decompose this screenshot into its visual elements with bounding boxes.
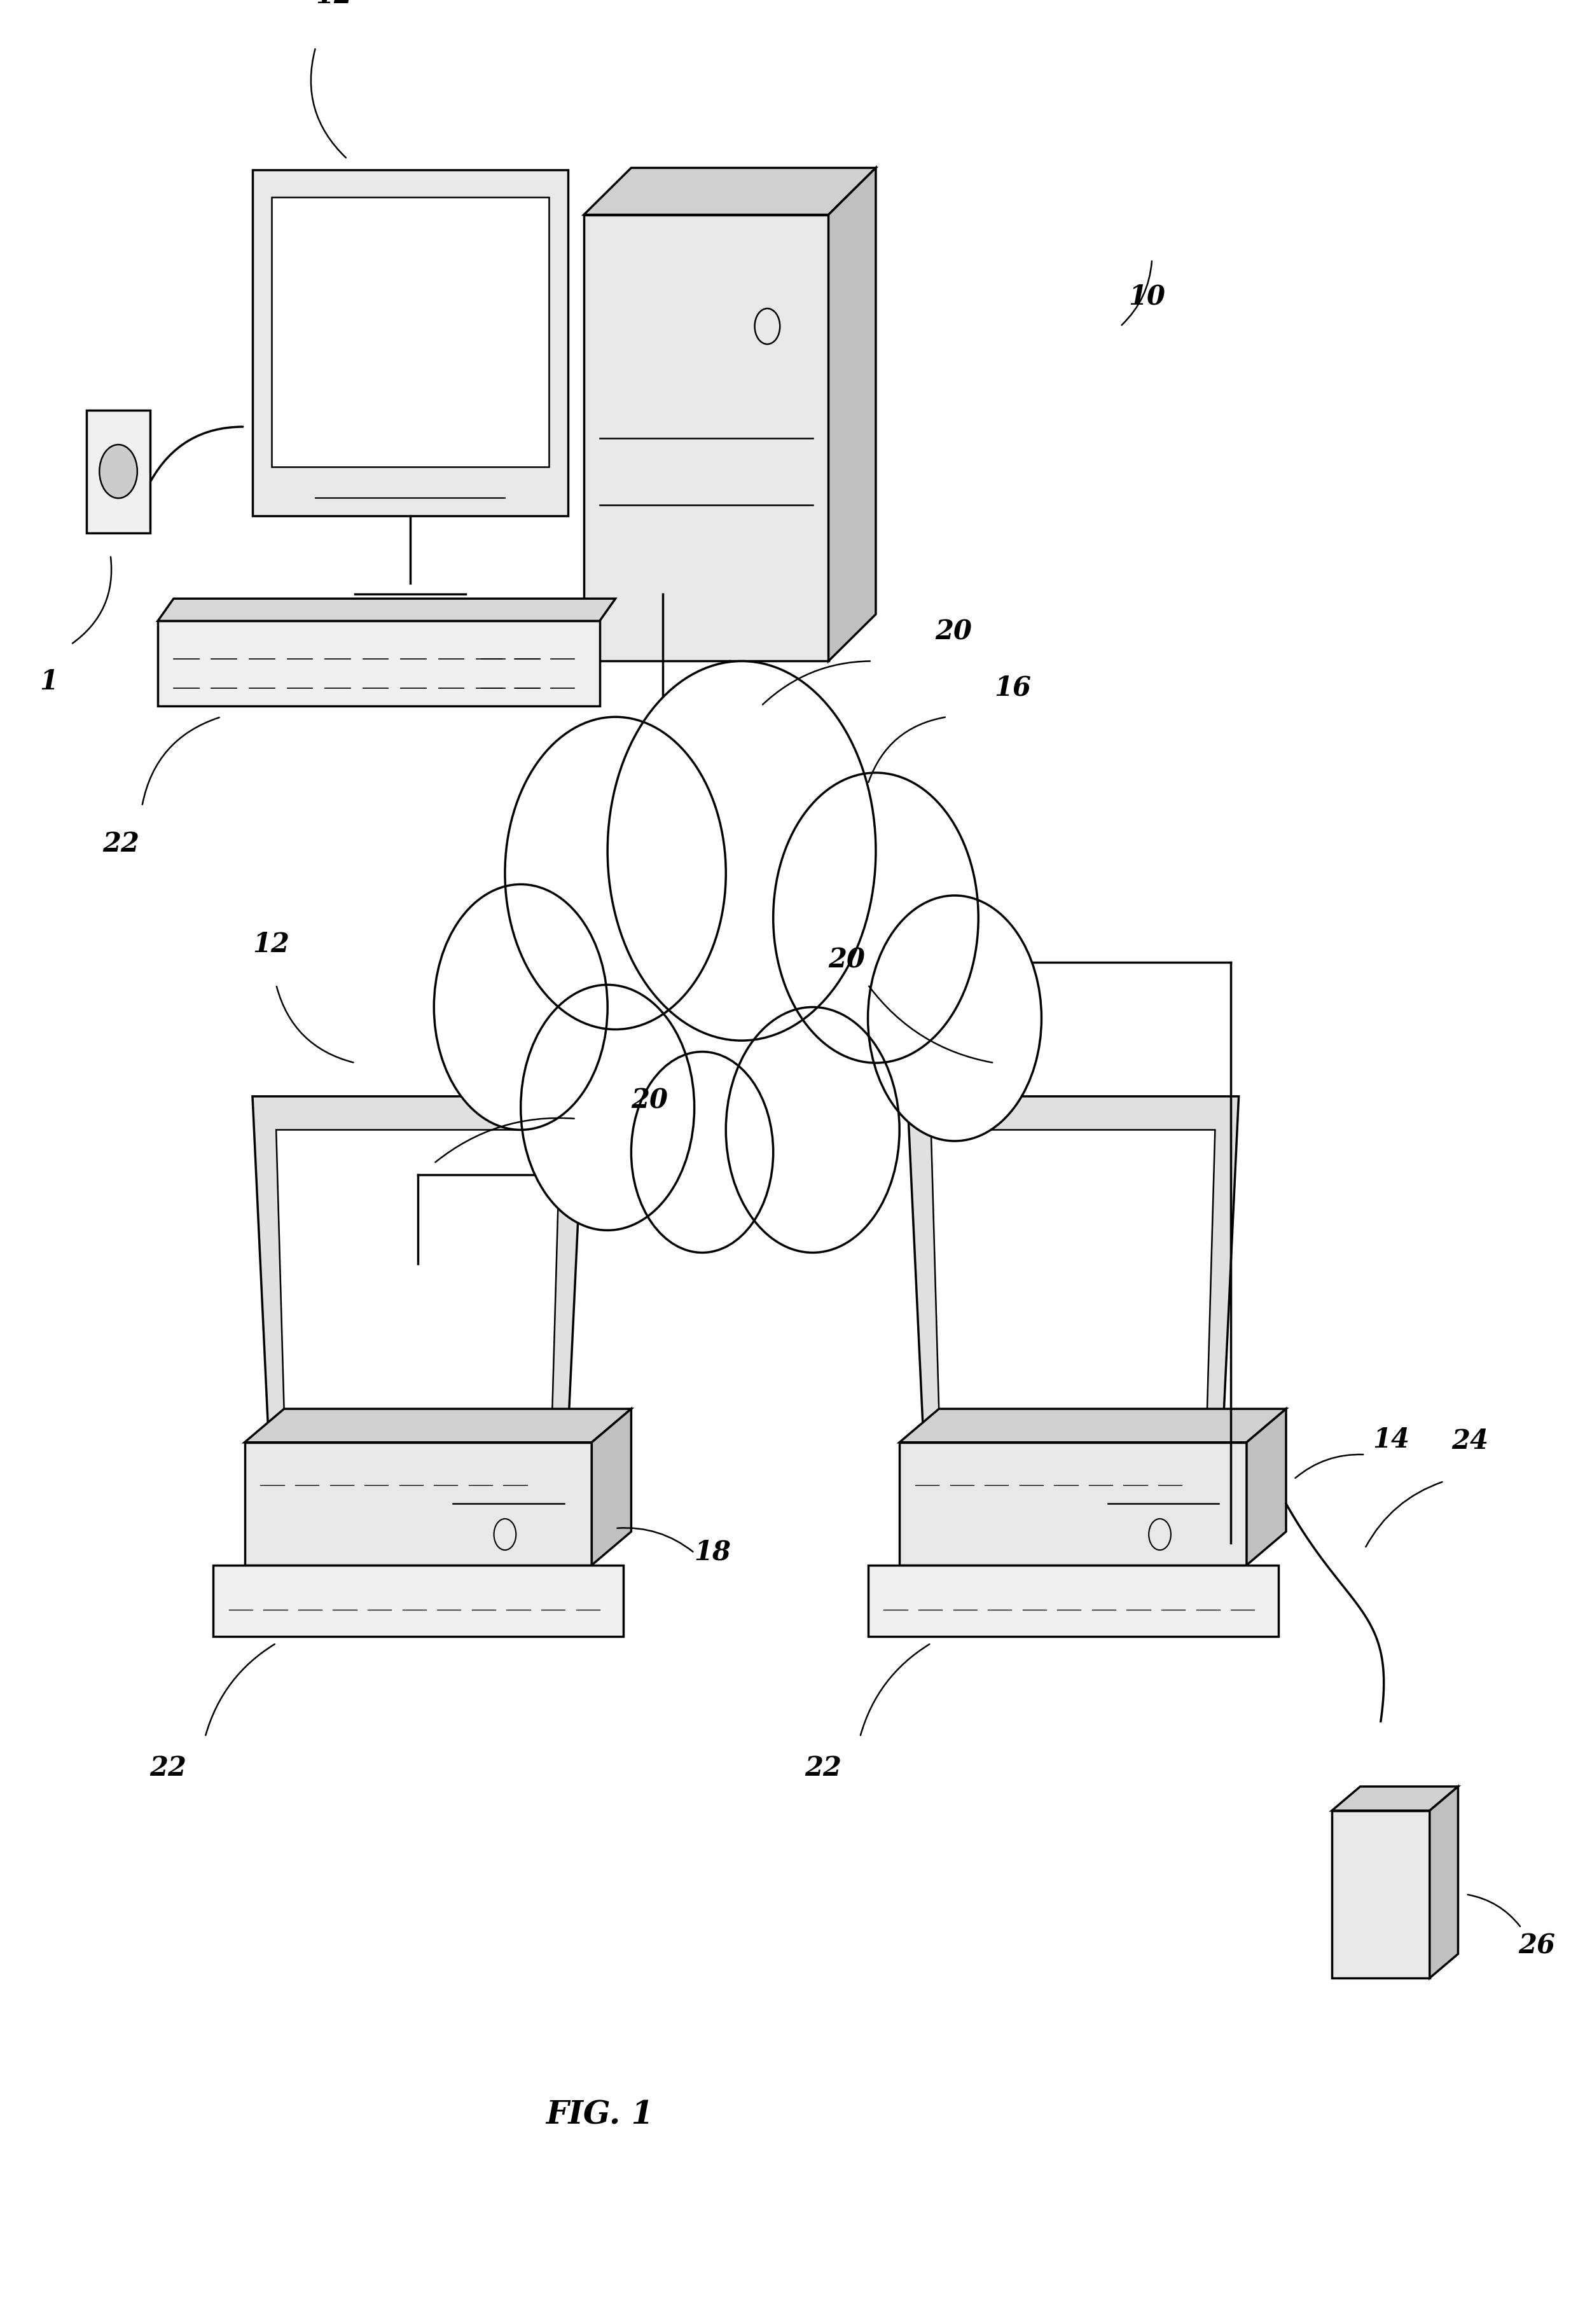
Text: 20: 20 — [934, 618, 972, 646]
Text: 14: 14 — [1373, 1427, 1409, 1452]
Polygon shape — [87, 411, 150, 532]
Polygon shape — [1247, 1408, 1286, 1566]
Text: 22: 22 — [150, 1755, 186, 1780]
Text: 24: 24 — [1452, 1427, 1488, 1455]
Circle shape — [434, 885, 608, 1129]
Circle shape — [631, 1053, 773, 1253]
Circle shape — [868, 895, 1041, 1141]
Text: 16: 16 — [994, 674, 1030, 702]
Polygon shape — [828, 167, 876, 662]
Text: 12: 12 — [252, 930, 289, 957]
Polygon shape — [1332, 1787, 1458, 1810]
Text: 26: 26 — [1518, 1931, 1554, 1959]
Polygon shape — [158, 621, 600, 706]
Polygon shape — [1332, 1810, 1430, 1978]
Polygon shape — [868, 1566, 1278, 1636]
Circle shape — [521, 985, 694, 1232]
Text: 22: 22 — [805, 1755, 841, 1780]
Text: 10: 10 — [1128, 284, 1165, 311]
Polygon shape — [276, 1129, 560, 1408]
Polygon shape — [584, 167, 876, 216]
Circle shape — [608, 662, 876, 1041]
Polygon shape — [252, 1097, 584, 1432]
Polygon shape — [584, 216, 828, 662]
Polygon shape — [931, 1129, 1215, 1408]
Polygon shape — [899, 1443, 1247, 1566]
Text: 18: 18 — [694, 1538, 731, 1564]
Polygon shape — [158, 600, 615, 621]
Text: 1: 1 — [39, 669, 58, 695]
Polygon shape — [899, 1408, 1286, 1443]
Circle shape — [726, 1006, 899, 1253]
Text: FIG. 1: FIG. 1 — [546, 2099, 653, 2131]
Polygon shape — [245, 1443, 592, 1566]
Polygon shape — [907, 1097, 1239, 1432]
Polygon shape — [271, 198, 549, 467]
Circle shape — [505, 718, 726, 1030]
Polygon shape — [1430, 1787, 1458, 1978]
Text: 20: 20 — [631, 1088, 667, 1113]
Text: 12: 12 — [316, 0, 352, 9]
Polygon shape — [592, 1408, 631, 1566]
Text: 22: 22 — [103, 830, 139, 858]
Circle shape — [99, 446, 137, 500]
Polygon shape — [213, 1566, 623, 1636]
Circle shape — [773, 774, 978, 1064]
Polygon shape — [252, 170, 568, 516]
Text: 20: 20 — [828, 946, 865, 974]
Polygon shape — [245, 1408, 631, 1443]
